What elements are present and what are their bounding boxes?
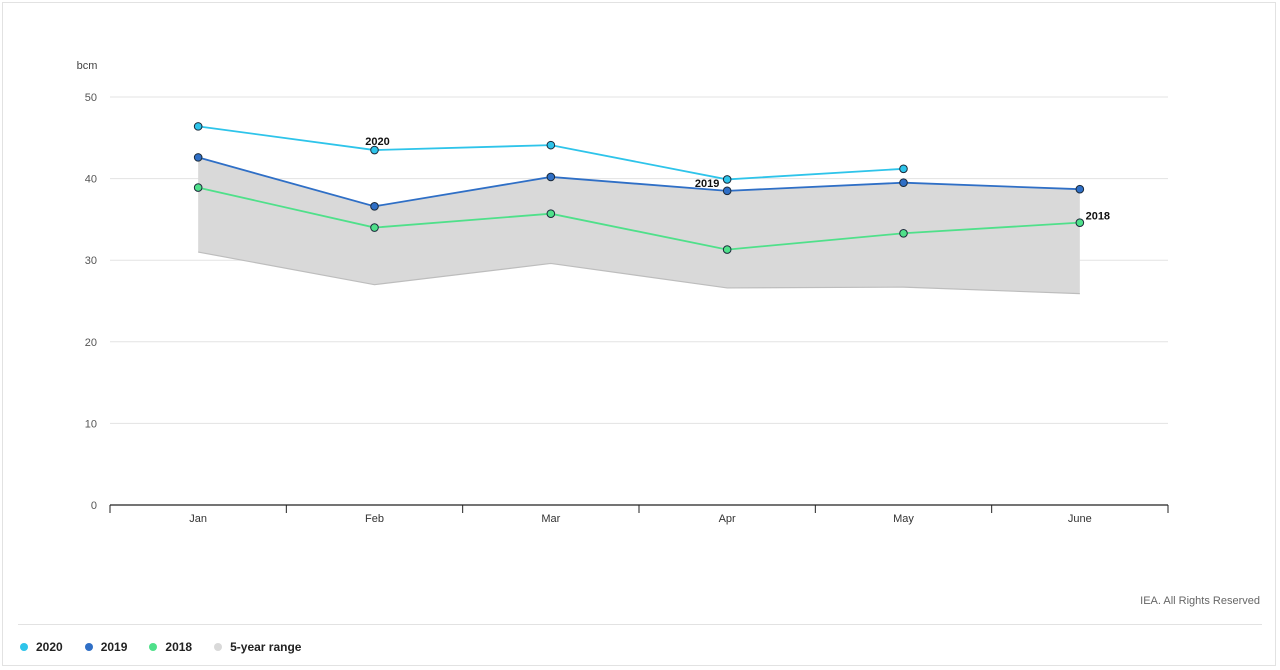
x-tick-june: June	[1068, 513, 1092, 525]
x-tick-jan: Jan	[189, 513, 207, 525]
series-line-2020	[198, 125, 904, 181]
series-line-2018	[197, 186, 1080, 251]
legend-label-2019: 2019	[100, 640, 128, 654]
annotation-2018: 2018	[1086, 211, 1110, 223]
annotation-2020: 2020	[365, 136, 389, 148]
y-tick-50: 50	[85, 92, 97, 104]
y-axis-label: bcm	[77, 60, 98, 72]
series-line-2019	[197, 156, 1080, 208]
annotation-2019: 2019	[695, 178, 719, 190]
point-2019-jan	[193, 153, 203, 162]
point-2020-mar	[546, 140, 556, 150]
y-axis-ticks: 0 10 20 30 40 50	[85, 92, 97, 512]
range-lower-edge	[198, 251, 1080, 295]
y-tick-20: 20	[85, 337, 97, 349]
x-tick-feb: Feb	[365, 513, 384, 525]
point-2019-june	[1075, 184, 1085, 194]
legend-item-2020[interactable]: 2020	[20, 640, 63, 654]
series-lines	[193, 122, 1085, 254]
legend-swatch-2019	[84, 643, 93, 651]
x-tick-mar: Mar	[541, 513, 560, 525]
legend-item-2018[interactable]: 2018	[149, 640, 192, 654]
x-tick-may: May	[893, 513, 914, 525]
point-2018-mar	[546, 209, 556, 218]
point-2019-apr	[722, 186, 732, 196]
point-2018-feb	[370, 223, 379, 232]
credit-text: IEA. All Rights Reserved	[1140, 595, 1260, 607]
x-tick-apr: Apr	[719, 513, 736, 525]
point-2020-jan	[193, 122, 203, 131]
legend-divider	[18, 624, 1262, 625]
legend-swatch-2020	[20, 643, 28, 651]
legend-item-2019[interactable]: 2019	[84, 640, 128, 654]
point-2020-may	[899, 164, 908, 174]
point-2018-june	[1075, 218, 1085, 227]
y-tick-30: 30	[85, 255, 97, 267]
point-2019-feb	[370, 202, 379, 211]
five-year-range-area	[198, 157, 1080, 295]
legend-item-5-year-range[interactable]: 5-year range	[214, 640, 301, 654]
legend-swatch-5-year-range	[214, 643, 223, 651]
legend: 2020 2019 2018 5-year range	[20, 640, 301, 654]
legend-swatch-2018	[149, 643, 158, 651]
line-chart: 0 10 20 30 40 50 bcm Jan Feb Mar Apr May June 2020…	[77, 60, 1169, 525]
legend-label-5-year-range: 5-year range	[230, 640, 302, 654]
series-annotations: 2020 2019 2018	[365, 136, 1110, 223]
x-axis: Jan Feb Mar Apr May June	[109, 504, 1169, 525]
legend-label-2018: 2018	[165, 640, 193, 654]
point-2019-mar	[546, 172, 556, 182]
y-tick-10: 10	[85, 418, 97, 430]
y-tick-40: 40	[85, 174, 97, 186]
point-2020-feb	[370, 145, 379, 155]
legend-label-2020: 2020	[36, 640, 63, 654]
point-2018-may	[899, 228, 908, 238]
point-2018-jan	[193, 183, 203, 192]
point-2018-apr	[722, 245, 732, 254]
y-tick-0: 0	[91, 500, 97, 512]
point-2020-apr	[722, 175, 732, 184]
point-2019-may	[899, 178, 908, 187]
range-fill	[198, 157, 1080, 294]
